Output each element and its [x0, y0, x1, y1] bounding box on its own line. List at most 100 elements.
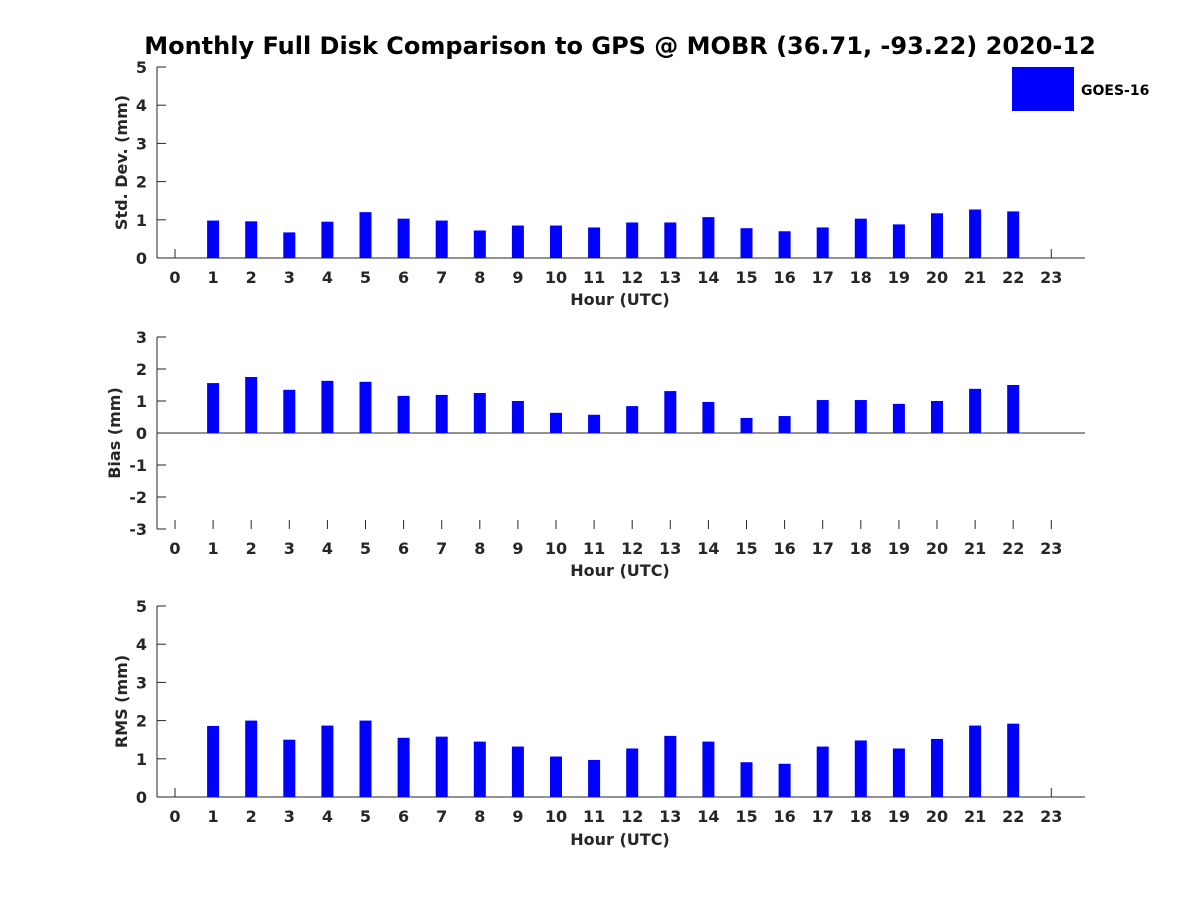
- bias-bar-hour-5: [359, 381, 372, 433]
- std-dev-xtick-label: 9: [512, 268, 523, 287]
- rms-xtick-label: 13: [659, 807, 681, 826]
- bias-xtick-label: 13: [659, 539, 681, 558]
- std-dev-ytick-label: 4: [136, 96, 147, 115]
- std-dev-xtick-label: 14: [697, 268, 719, 287]
- std-dev-bar-hour-8: [473, 230, 486, 258]
- bias-bar-hour-15: [740, 417, 753, 433]
- chart-title: Monthly Full Disk Comparison to GPS @ MO…: [144, 32, 1096, 60]
- bias-bar-hour-7: [435, 394, 448, 433]
- std-dev-bar-hour-22: [1007, 211, 1020, 258]
- bias-xtick-label: 0: [169, 539, 180, 558]
- std-dev-bar-hour-19: [892, 224, 905, 258]
- std-dev-xtick-label: 16: [773, 268, 795, 287]
- std-dev-xtick-label: 6: [398, 268, 409, 287]
- std-dev-xtick-label: 4: [322, 268, 333, 287]
- rms-xtick-label: 10: [545, 807, 567, 826]
- std-dev-xtick-label: 17: [812, 268, 834, 287]
- std-dev-xtick-label: 15: [735, 268, 757, 287]
- std-dev-ytick-label: 2: [136, 173, 147, 192]
- std-dev-xtick-label: 11: [583, 268, 605, 287]
- rms-xtick-label: 6: [398, 807, 409, 826]
- rms-xtick-label: 17: [812, 807, 834, 826]
- bias-xtick-label: 16: [773, 539, 795, 558]
- bias-ytick-label: -3: [129, 520, 147, 539]
- bias-bar-hour-3: [283, 389, 296, 433]
- std-dev-bar-hour-9: [511, 225, 524, 258]
- std-dev-bar-hour-13: [664, 222, 677, 258]
- rms-ytick-label: 5: [136, 597, 147, 616]
- bias-ytick-label: 1: [136, 392, 147, 411]
- bias-xtick-label: 21: [964, 539, 986, 558]
- rms-xtick-label: 5: [360, 807, 371, 826]
- bias-xtick-label: 23: [1040, 539, 1062, 558]
- rms-xtick-label: 2: [246, 807, 257, 826]
- std-dev-bar-hour-16: [778, 231, 791, 258]
- bias-bar-hour-6: [397, 395, 410, 433]
- rms-bar-hour-15: [740, 762, 753, 797]
- bias-bar-hour-2: [245, 377, 258, 433]
- rms-xtick-label: 12: [621, 807, 643, 826]
- rms-xtick-label: 18: [850, 807, 872, 826]
- rms-bar-hour-7: [435, 736, 448, 797]
- bias-xtick-label: 2: [246, 539, 257, 558]
- bias-bar-hour-9: [511, 401, 524, 433]
- bias-xtick-label: 7: [436, 539, 447, 558]
- rms-ytick-label: 2: [136, 712, 147, 731]
- std-dev-xtick-label: 0: [169, 268, 180, 287]
- std-dev-xtick-label: 1: [208, 268, 219, 287]
- bias-ytick-label: -2: [129, 488, 147, 507]
- std-dev-xtick-label: 10: [545, 268, 567, 287]
- rms-xtick-label: 3: [284, 807, 295, 826]
- bias-xtick-label: 1: [208, 539, 219, 558]
- rms-xtick-label: 11: [583, 807, 605, 826]
- rms-bar-hour-8: [473, 741, 486, 797]
- std-dev-xtick-label: 3: [284, 268, 295, 287]
- bias-bar-hour-17: [816, 400, 829, 433]
- bias-bar-hour-14: [702, 401, 715, 433]
- legend-swatch: [1012, 67, 1074, 111]
- bias-xtick-label: 20: [926, 539, 948, 558]
- bias-xtick-label: 14: [697, 539, 719, 558]
- rms-bar-hour-1: [207, 725, 220, 797]
- rms-xtick-label: 7: [436, 807, 447, 826]
- std-dev-ytick-label: 0: [136, 249, 147, 268]
- rms-xtick-label: 9: [512, 807, 523, 826]
- legend: GOES-16: [1012, 67, 1149, 111]
- rms-bar-hour-11: [588, 759, 601, 797]
- std-dev-xlabel: Hour (UTC): [570, 290, 670, 309]
- bias-ytick-label: -1: [129, 456, 147, 475]
- std-dev-xtick-label: 19: [888, 268, 910, 287]
- rms-bar-hour-12: [626, 748, 639, 797]
- bias-bar-hour-12: [626, 406, 639, 433]
- std-dev-bar-hour-18: [854, 218, 867, 258]
- bias-bar-hour-22: [1007, 385, 1020, 433]
- rms-ytick-label: 0: [136, 788, 147, 807]
- bias-xtick-label: 17: [812, 539, 834, 558]
- bias-bar-hour-19: [892, 403, 905, 433]
- rms-bar-hour-5: [359, 720, 372, 797]
- std-dev-bar-hour-10: [550, 225, 562, 258]
- std-dev-xtick-label: 2: [246, 268, 257, 287]
- bias-xtick-label: 19: [888, 539, 910, 558]
- std-dev-bar-hour-7: [435, 220, 448, 258]
- rms-xtick-label: 14: [697, 807, 719, 826]
- bias-bar-hour-8: [473, 393, 486, 433]
- rms-bar-hour-21: [969, 725, 982, 797]
- std-dev-xtick-label: 7: [436, 268, 447, 287]
- bias-bar-hour-1: [207, 383, 220, 433]
- rms-bar-hour-16: [778, 763, 791, 797]
- rms-bar-hour-2: [245, 720, 258, 797]
- bias-bar-hour-20: [931, 401, 943, 433]
- bias-bar-hour-10: [550, 412, 562, 433]
- bias-xtick-label: 22: [1002, 539, 1024, 558]
- bias-xlabel: Hour (UTC): [570, 561, 670, 580]
- std-dev-xtick-label: 13: [659, 268, 681, 287]
- std-dev-xtick-label: 18: [850, 268, 872, 287]
- std-dev-bar-hour-3: [283, 232, 296, 258]
- std-dev-xtick-label: 23: [1040, 268, 1062, 287]
- std-dev-bar-hour-15: [740, 228, 753, 258]
- rms-ytick-label: 3: [136, 673, 147, 692]
- bias-xtick-label: 18: [850, 539, 872, 558]
- std-dev-bar-hour-4: [321, 221, 334, 258]
